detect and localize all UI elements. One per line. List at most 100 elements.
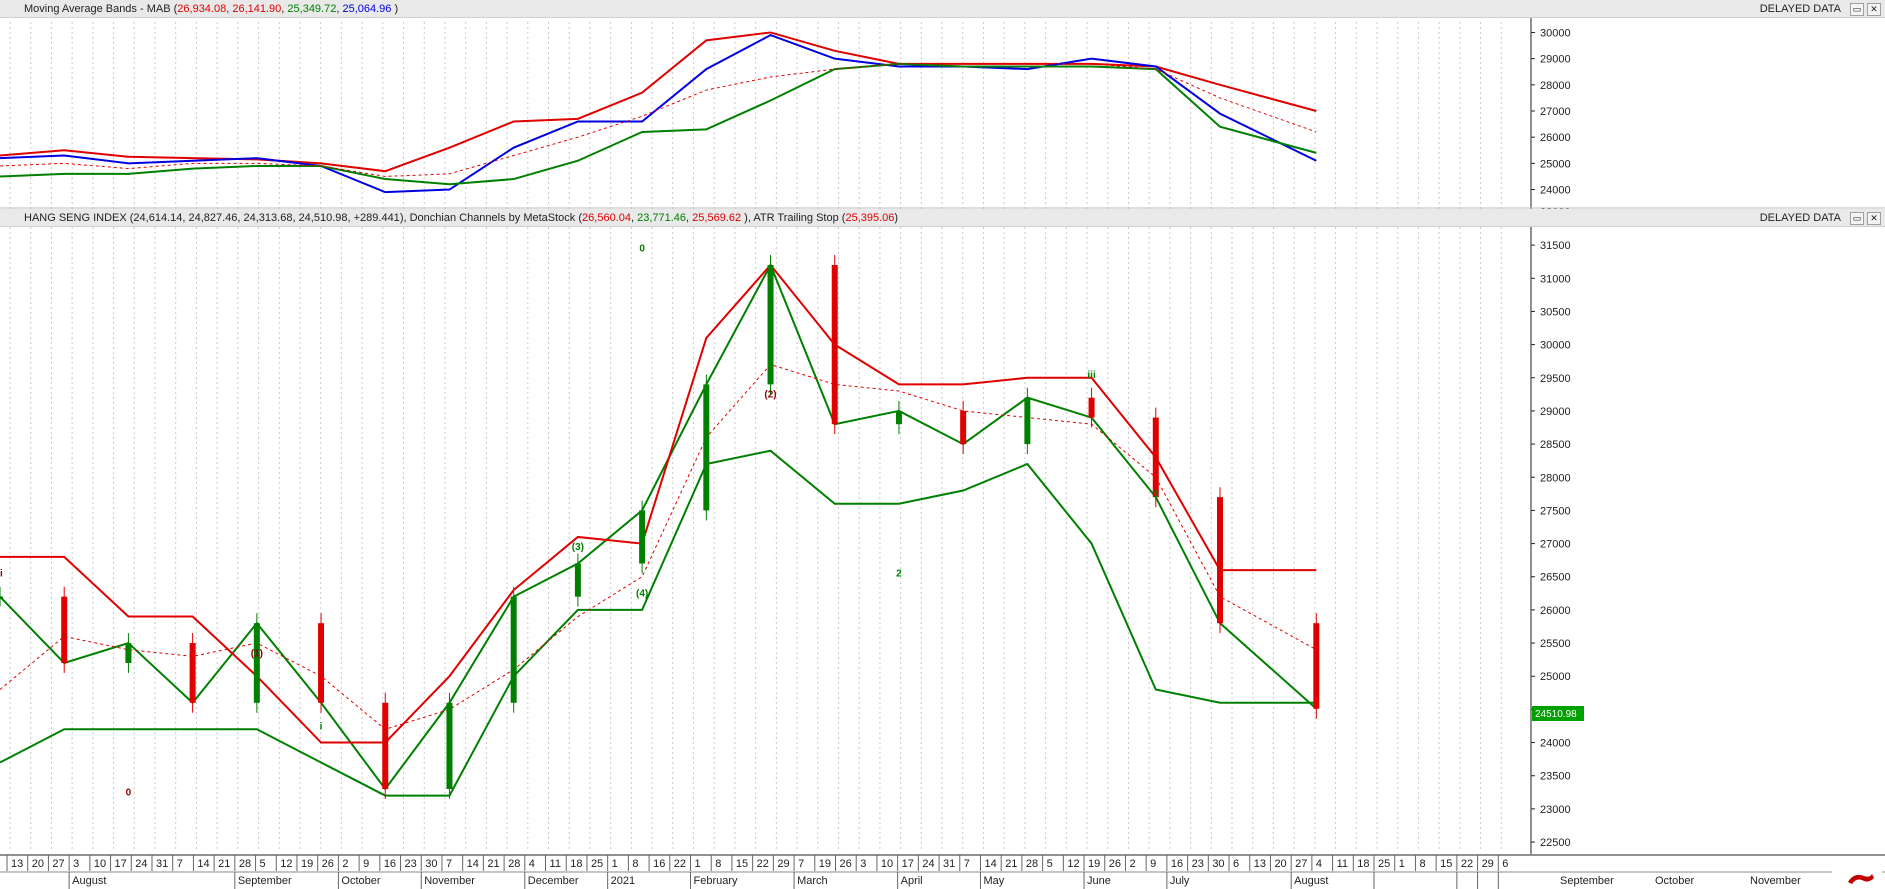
x-day-label: 7 <box>446 858 452 870</box>
x-day-label: 13 <box>11 858 23 870</box>
x-day-label: 12 <box>1067 858 1079 870</box>
hsi-candle <box>574 563 581 597</box>
x-day-label: 8 <box>715 858 721 870</box>
mab-value-2: 26,141.90 <box>232 2 282 15</box>
hsi-candle <box>1313 623 1320 709</box>
x-month-label: October <box>341 875 380 887</box>
wave-annotation: 0 <box>639 244 645 255</box>
hsi-candle <box>831 265 838 425</box>
x-day-label: 7 <box>798 858 804 870</box>
donchian-title: Donchian Channels by MetaStock <box>409 211 576 224</box>
x-day-label: 1 <box>695 858 701 870</box>
mab-series-line-2 <box>0 62 1317 186</box>
hsi-series-line-3 <box>0 363 1317 730</box>
mab-series-line-0 <box>0 31 1317 173</box>
mab-y-tick-label: 29000 <box>1540 54 1571 66</box>
x-day-label: 11 <box>1337 858 1348 870</box>
pane2-title: HANG SENG INDEX <box>24 211 127 224</box>
x-day-label: 12 <box>280 858 292 870</box>
hsi-y-tick-label: 28500 <box>1540 439 1571 451</box>
restore-icon[interactable]: ▭ <box>1850 2 1864 16</box>
x-day-label: 2 <box>1129 858 1135 870</box>
mab-value-3: 25,349.72 <box>287 2 337 15</box>
close-icon[interactable]: ✕ <box>1867 211 1881 225</box>
pane2-ohlc: 24,614.14, 24,827.46, 24,313.68, 24,510.… <box>133 211 400 224</box>
x-day-label: 19 <box>819 858 831 870</box>
x-day-label: 22 <box>1461 858 1473 870</box>
hsi-candle <box>767 265 774 385</box>
x-day-label: 3 <box>73 858 79 870</box>
pane1-header: Moving Average Bands - MAB (26,934.08, 2… <box>0 0 1885 18</box>
x-day-label: 9 <box>363 858 369 870</box>
x-day-label: 31 <box>943 858 955 870</box>
x-day-label: 8 <box>632 858 638 870</box>
pane2-y-axis: 3200031500310003050030000295002900028500… <box>1531 207 1571 849</box>
hsi-series-line-1 <box>0 263 1317 744</box>
x-day-label: 5 <box>1047 858 1053 870</box>
wave-annotation: 1 <box>1153 489 1159 500</box>
pane1-title: Moving Average Bands - MAB <box>24 2 171 15</box>
hsi-y-tick-label: 26000 <box>1540 605 1571 617</box>
mab-y-tick-label: 24000 <box>1540 185 1571 197</box>
x-day-label: 24 <box>135 858 147 870</box>
close-icon[interactable]: ✕ <box>1867 2 1881 16</box>
x-day-label: 27 <box>1295 858 1307 870</box>
restore-icon[interactable]: ▭ <box>1850 211 1864 225</box>
x-day-label: 18 <box>570 858 582 870</box>
hsi-candle <box>510 596 517 703</box>
hsi-candle <box>61 596 68 663</box>
x-month-label: September <box>1560 875 1614 887</box>
hsi-candle <box>1088 397 1095 418</box>
x-day-label: 26 <box>1109 858 1121 870</box>
x-day-label: 25 <box>591 858 603 870</box>
x-day-label: 23 <box>1192 858 1204 870</box>
hsi-y-tick-label: 25500 <box>1540 638 1571 650</box>
hsi-y-tick-label: 22500 <box>1540 837 1571 849</box>
hsi-candle <box>1217 497 1223 624</box>
x-day-label: 13 <box>1254 858 1266 870</box>
atr-title: ATR Trailing Stop <box>753 211 839 224</box>
hsi-candle <box>382 702 389 789</box>
x-day-label: 9 <box>1150 858 1156 870</box>
x-month-label: May <box>983 875 1004 887</box>
x-day-label: 10 <box>94 858 106 870</box>
x-day-label: 16 <box>1171 858 1183 870</box>
hsi-y-tick-label: 23000 <box>1540 804 1571 816</box>
hsi-candle <box>125 643 132 663</box>
x-day-label: 5 <box>260 858 266 870</box>
x-day-label: 14 <box>984 858 996 870</box>
hsi-candle <box>318 623 325 703</box>
x-day-label: 4 <box>1316 858 1322 870</box>
x-day-label: 26 <box>839 858 851 870</box>
x-month-label: November <box>424 875 475 887</box>
x-day-label: 16 <box>384 858 396 870</box>
x-day-label: 16 <box>653 858 665 870</box>
x-month-label: July <box>1170 875 1190 887</box>
pane1-plot <box>0 31 1317 194</box>
x-day-label: 8 <box>1419 858 1425 870</box>
hsi-candle <box>446 702 453 789</box>
x-day-label: 26 <box>322 858 334 870</box>
atr-value: 25,395.06 <box>845 211 895 224</box>
mab-y-tick-label: 27000 <box>1540 106 1571 118</box>
x-day-label: 21 <box>487 858 499 870</box>
donchian-value-2: 23,771.46 <box>637 211 687 224</box>
hsi-series-line-2 <box>0 449 1317 797</box>
hsi-y-tick-label: 29500 <box>1540 373 1571 385</box>
wave-annotation: (4) <box>636 589 648 600</box>
x-day-label: 28 <box>239 858 251 870</box>
mab-y-tick-label: 30000 <box>1540 27 1571 39</box>
x-day-label: 30 <box>425 858 437 870</box>
grid-lines <box>9 22 1502 852</box>
hsi-y-tick-label: 31000 <box>1540 273 1571 285</box>
pane1-y-axis: 30000 29000 28000 27000 26000 25000 24000 <box>1531 27 1571 197</box>
pane1-delayed-label: DELAYED DATA <box>1759 3 1841 15</box>
x-day-label: 20 <box>1274 858 1286 870</box>
x-day-label: 22 <box>674 858 686 870</box>
mab-value-4: 25,064.96 <box>342 2 392 15</box>
x-day-label: 14 <box>467 858 479 870</box>
x-month-label: October <box>1655 875 1694 887</box>
x-day-label: 18 <box>1357 858 1369 870</box>
wave-annotation: (3) <box>572 542 584 553</box>
